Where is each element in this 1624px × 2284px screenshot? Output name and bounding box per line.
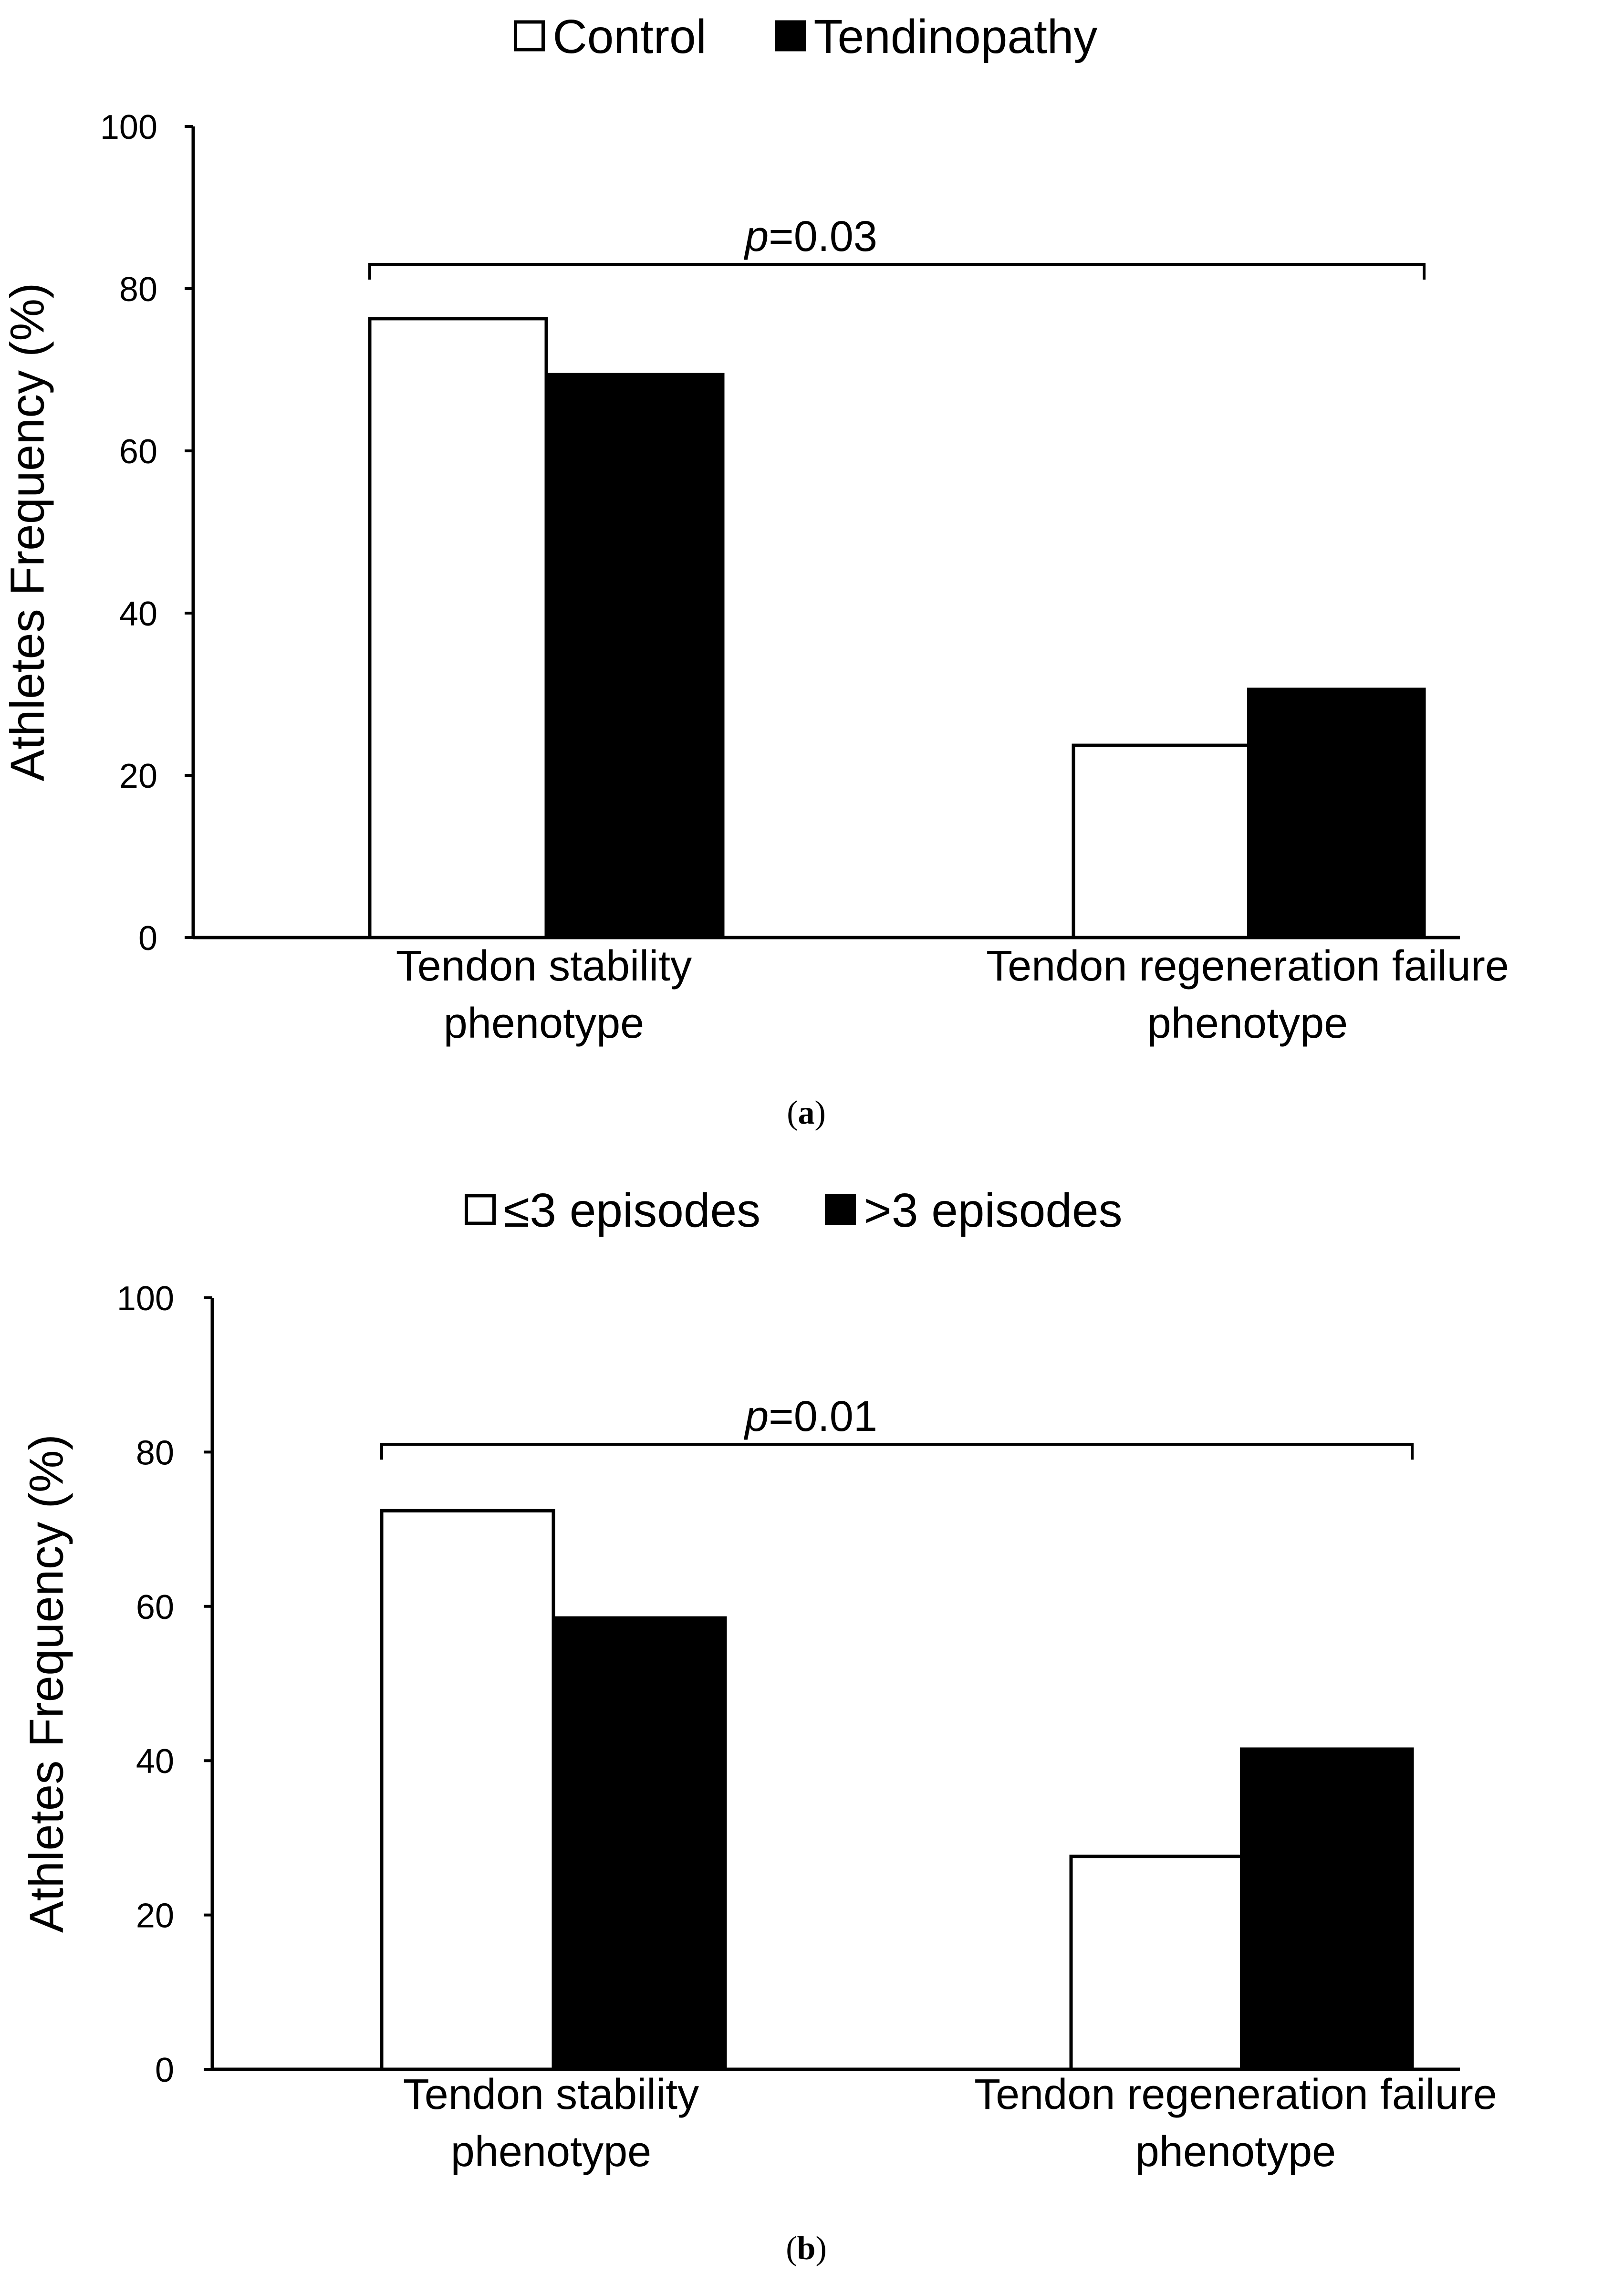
x-tick-label: Tendon regeneration failure bbox=[974, 2071, 1497, 2118]
x-tick-label: phenotype bbox=[444, 1000, 644, 1047]
panel-label: (a) bbox=[787, 1095, 826, 1131]
p-value-annotation: p=0.03 bbox=[743, 213, 877, 261]
bar-1-cat-1 bbox=[368, 317, 548, 939]
bar-2-cat-1 bbox=[552, 1616, 727, 2071]
y-tick-label: 80 bbox=[119, 271, 157, 309]
bar-2-cat-2 bbox=[1240, 1747, 1414, 2071]
y-tick-label: 40 bbox=[119, 595, 157, 633]
legend-swatch-1 bbox=[514, 20, 545, 52]
y-tick-label: 0 bbox=[155, 2051, 174, 2089]
x-tick-label: Tendon stability bbox=[396, 942, 692, 990]
bar-1-cat-2 bbox=[1069, 1855, 1243, 2071]
x-tick-label: phenotype bbox=[1135, 2128, 1336, 2176]
x-tick-label: Tendon stability bbox=[403, 2071, 699, 2118]
legend-label-1: Control bbox=[553, 10, 707, 63]
bar-1-cat-1 bbox=[380, 1509, 555, 2071]
y-axis-title: Athletes Frequency (%) bbox=[0, 283, 54, 782]
legend-swatch-2 bbox=[825, 1194, 856, 1225]
legend-label-1: ≤3 episodes bbox=[504, 1184, 761, 1237]
y-tick-label: 20 bbox=[136, 1897, 174, 1935]
y-tick-label: 100 bbox=[100, 108, 157, 146]
x-tick-label: Tendon regeneration failure bbox=[986, 942, 1509, 990]
x-tick-label: phenotype bbox=[1147, 1000, 1348, 1047]
bar-2-cat-2 bbox=[1247, 688, 1426, 939]
y-tick-label: 100 bbox=[117, 1280, 174, 1318]
p-value-annotation: p=0.01 bbox=[743, 1393, 877, 1440]
panel-label: (b) bbox=[786, 2230, 827, 2267]
legend-label-2: >3 episodes bbox=[864, 1184, 1123, 1237]
y-tick-label: 60 bbox=[136, 1588, 174, 1627]
legend-swatch-1 bbox=[465, 1194, 496, 1225]
bar-1-cat-2 bbox=[1072, 743, 1250, 939]
y-tick-label: 0 bbox=[138, 919, 157, 958]
significance-bracket bbox=[380, 1443, 1414, 1460]
legend-label-2: Tendinopathy bbox=[814, 10, 1098, 63]
bar-2-cat-1 bbox=[544, 373, 725, 939]
y-tick-label: 20 bbox=[119, 757, 157, 795]
chart-panel-a: Control Tendinopathy 0 20 40 60 80 100 Athletes … bbox=[0, 10, 1509, 1131]
y-axis-title: Athletes Frequency (%) bbox=[20, 1434, 73, 1933]
significance-bracket bbox=[368, 263, 1426, 280]
x-tick-label: phenotype bbox=[451, 2128, 651, 2176]
legend-swatch-2 bbox=[775, 20, 806, 52]
chart-panel-b: ≤3 episodes >3 episodes 0 20 40 60 80 100 Athlet… bbox=[20, 1184, 1497, 2267]
y-tick-label: 60 bbox=[119, 433, 157, 471]
y-tick-label: 40 bbox=[136, 1742, 174, 1781]
y-tick-label: 80 bbox=[136, 1434, 174, 1472]
